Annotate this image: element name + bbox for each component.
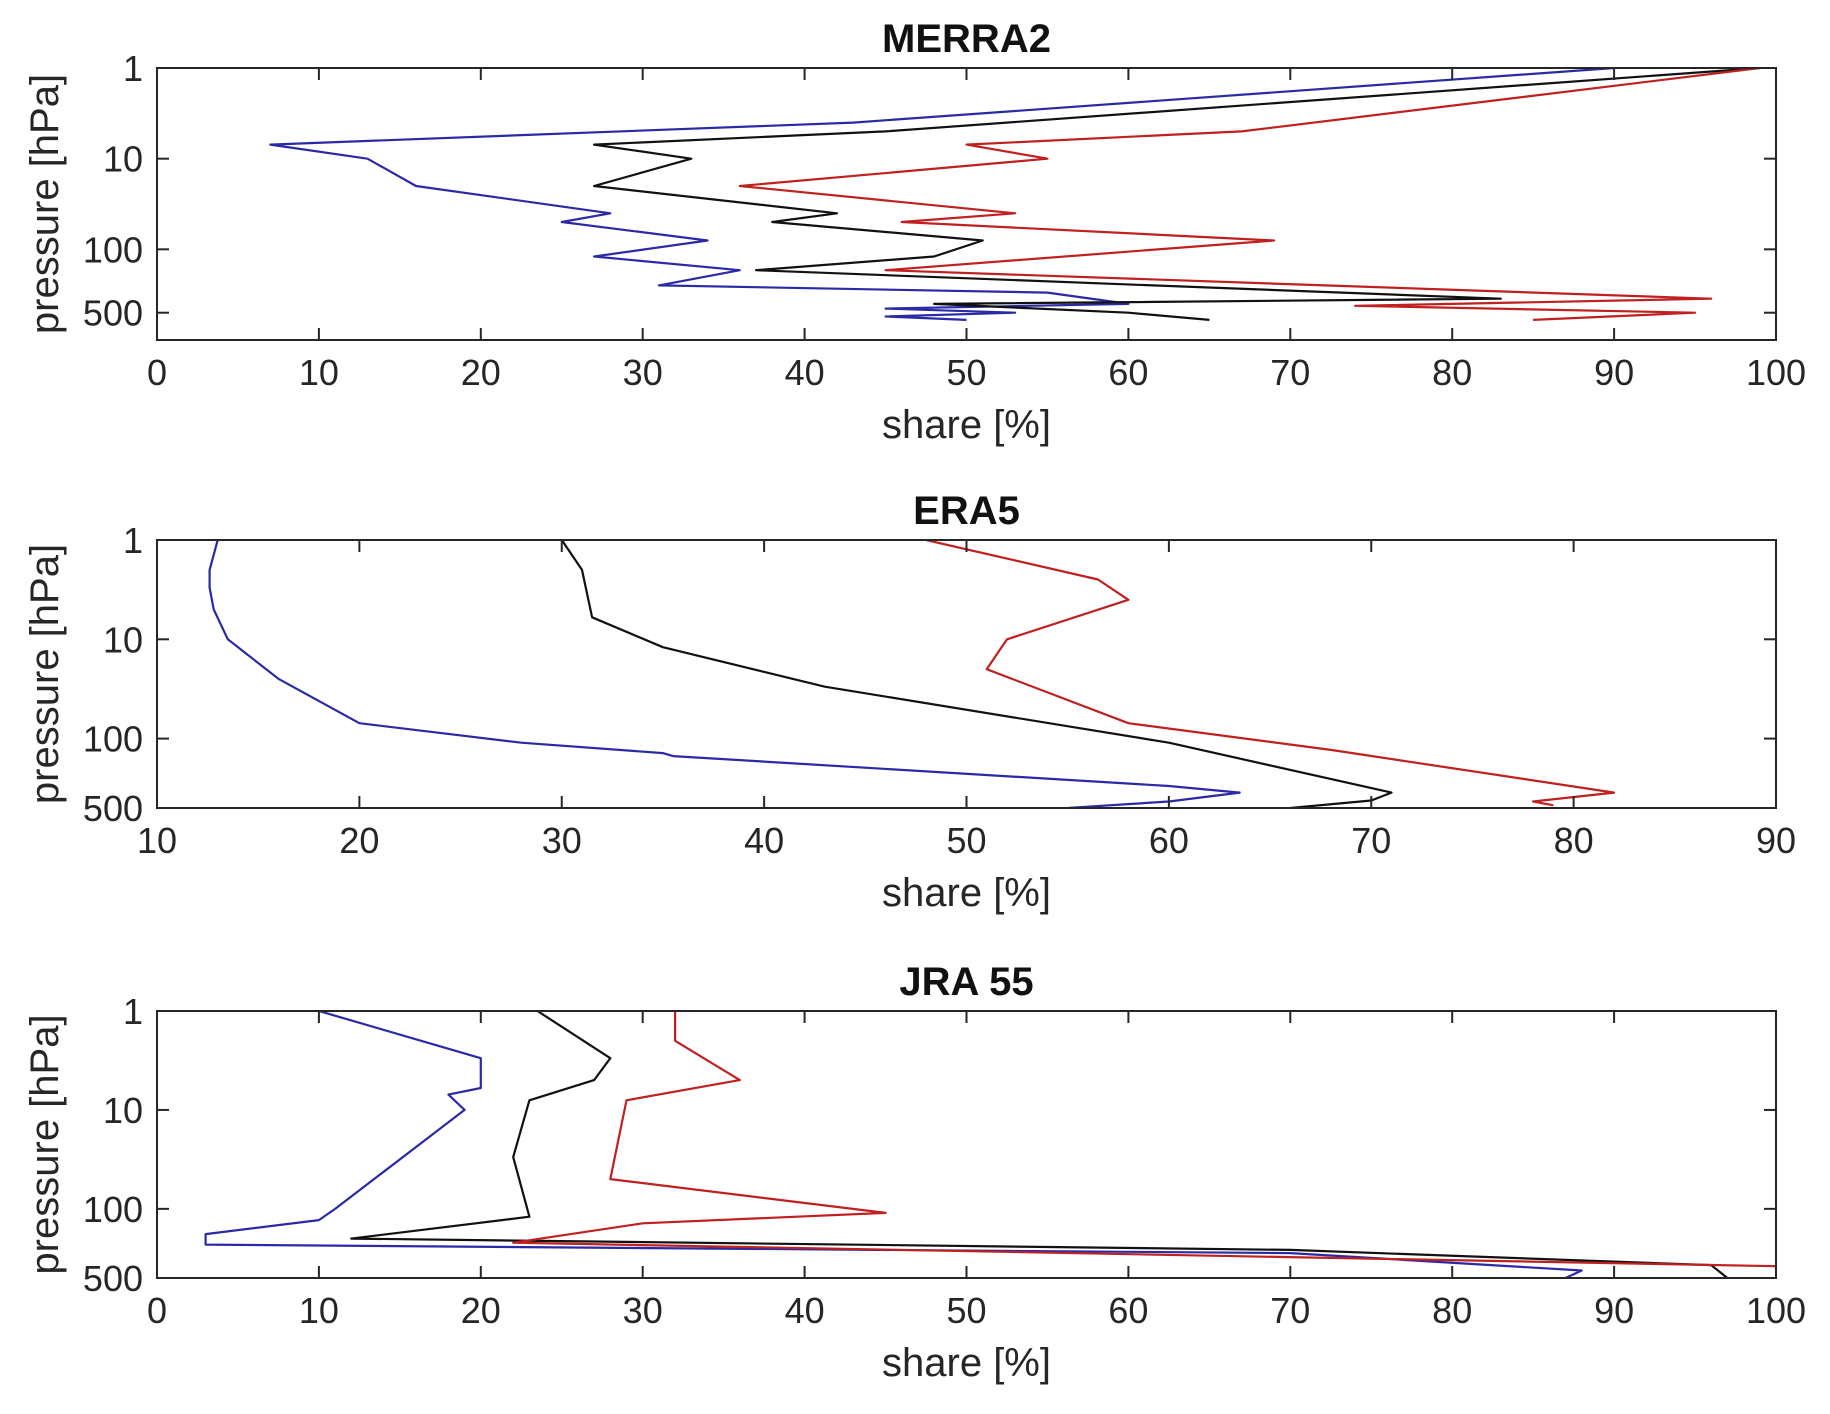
x-tick-label: 80 <box>1432 1290 1472 1331</box>
y-axis-label: pressure [hPa] <box>23 74 67 334</box>
y-tick-label: 10 <box>103 619 143 660</box>
x-tick-label: 70 <box>1351 820 1391 861</box>
x-tick-label: 80 <box>1432 352 1472 393</box>
y-tick-label: 100 <box>83 719 143 760</box>
x-tick-label: 90 <box>1594 352 1634 393</box>
x-tick-label: 40 <box>785 1290 825 1331</box>
x-tick-label: 90 <box>1594 1290 1634 1331</box>
plot-frame <box>156 539 1777 809</box>
y-tick-label: 1 <box>123 520 143 561</box>
x-axis-label: share [%] <box>882 1341 1051 1385</box>
y-tick-label: 10 <box>103 1090 143 1131</box>
x-tick-label: 100 <box>1746 1290 1806 1331</box>
series-line-black <box>350 1011 1729 1278</box>
y-tick-label: 100 <box>83 1189 143 1230</box>
plot-frame <box>156 1010 1777 1279</box>
series-line-blue <box>208 540 1241 808</box>
y-tick-label: 100 <box>83 229 143 270</box>
series-line-black <box>592 68 1760 321</box>
x-tick-label: 10 <box>299 1290 339 1331</box>
x-tick-label: 70 <box>1270 352 1310 393</box>
y-axis-label: pressure [hPa] <box>23 544 67 804</box>
series-line-black <box>560 540 1393 808</box>
x-tick-label: 80 <box>1554 820 1594 861</box>
x-tick-label: 100 <box>1746 352 1806 393</box>
x-tick-label: 30 <box>623 352 663 393</box>
x-tick-label: 20 <box>461 1290 501 1331</box>
subplot-merra2: 0 10 20 30 40 50 60 70 80 90 100110100500MERRA2sha… <box>23 17 1806 447</box>
series-line-blue <box>269 68 1615 321</box>
chart-title: JRA 55 <box>899 960 1033 1004</box>
x-tick-label: 0 <box>147 1290 167 1331</box>
y-tick-label: 10 <box>103 139 143 180</box>
x-tick-label: 40 <box>785 352 825 393</box>
y-tick-label: 1 <box>123 991 143 1032</box>
x-axis-label: share [%] <box>882 403 1051 447</box>
x-tick-label: 0 <box>147 352 167 393</box>
x-tick-label: 60 <box>1108 352 1148 393</box>
x-tick-label: 90 <box>1756 820 1796 861</box>
x-tick-label: 10 <box>137 820 177 861</box>
x-tick-label: 30 <box>623 1290 663 1331</box>
x-tick-label: 30 <box>542 820 582 861</box>
y-tick-label: 500 <box>83 293 143 334</box>
x-axis-label: share [%] <box>882 871 1051 915</box>
x-tick-label: 50 <box>946 352 986 393</box>
y-axis-label: pressure [hPa] <box>23 1014 67 1274</box>
y-tick-label: 500 <box>83 788 143 829</box>
x-tick-label: 50 <box>946 1290 986 1331</box>
x-tick-label: 20 <box>339 820 379 861</box>
x-tick-label: 50 <box>946 820 986 861</box>
subplot-era5: 10 20 30 40 50 60 70 80 90 1 10 100 500 ERA5 share [%]… <box>23 489 1796 915</box>
x-tick-label: 20 <box>461 352 501 393</box>
y-tick-label: 500 <box>83 1258 143 1299</box>
plot-frame <box>156 67 1777 341</box>
x-tick-label: 40 <box>744 820 784 861</box>
y-tick-label: 1 <box>123 48 143 89</box>
series-line-red <box>512 1011 1776 1269</box>
chart-title: ERA5 <box>913 489 1020 533</box>
x-tick-label: 70 <box>1270 1290 1310 1331</box>
chart-title: MERRA2 <box>882 17 1051 61</box>
x-tick-label: 60 <box>1108 1290 1148 1331</box>
x-tick-label: 10 <box>299 352 339 393</box>
series-line-blue <box>204 1011 1583 1278</box>
series-line-red <box>738 68 1760 321</box>
x-tick-label: 60 <box>1149 820 1189 861</box>
